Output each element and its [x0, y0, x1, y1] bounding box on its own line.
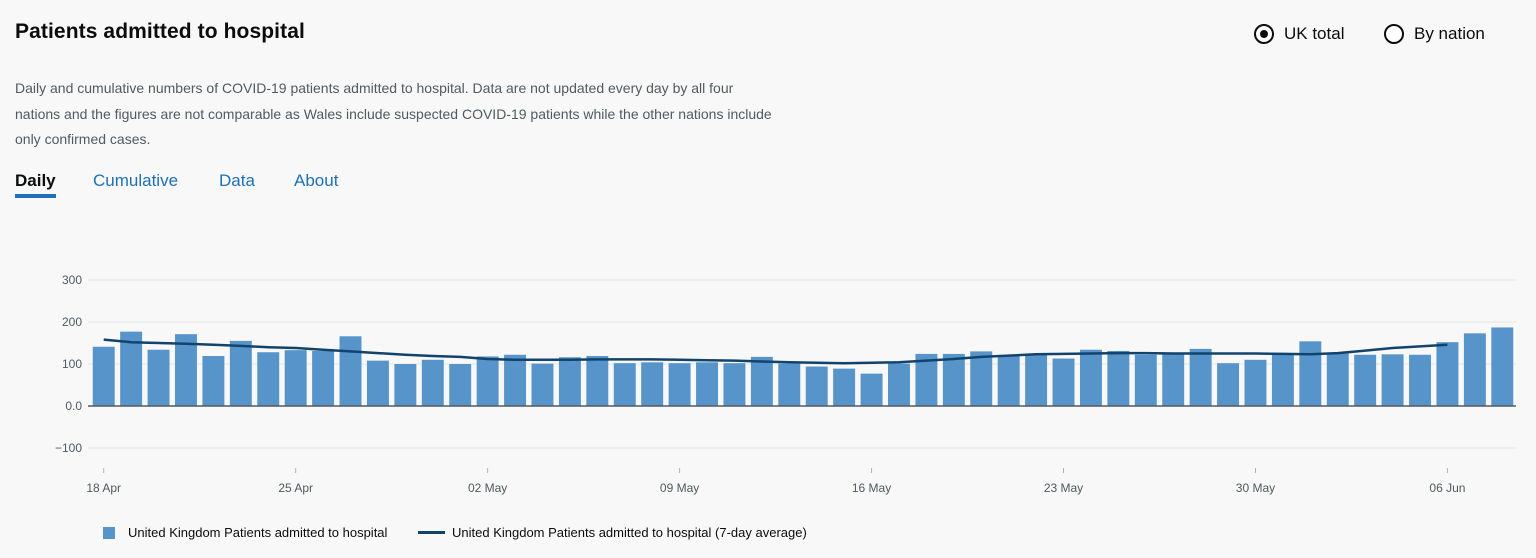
- bar: [1189, 348, 1212, 406]
- bar: [1217, 363, 1240, 406]
- bar: [312, 350, 335, 406]
- bar: [641, 362, 664, 406]
- page-title: Patients admitted to hospital: [15, 20, 305, 43]
- bar: [531, 363, 554, 406]
- bar: [1436, 342, 1459, 406]
- legend-label: United Kingdom Patients admitted to hosp…: [452, 525, 807, 540]
- bar: [92, 346, 115, 406]
- x-tick-label: 16 May: [852, 481, 891, 495]
- bar: [1079, 349, 1102, 406]
- x-tick-label: 25 Apr: [278, 481, 313, 495]
- bar: [229, 340, 252, 406]
- radio-uk-total[interactable]: UK total: [1254, 22, 1344, 46]
- bar: [339, 336, 362, 406]
- bar: [1299, 341, 1322, 406]
- bar: [1134, 354, 1157, 406]
- bar: [1107, 350, 1130, 406]
- y-tick-label: 300: [62, 273, 82, 287]
- x-tick-label: 06 Jun: [1429, 481, 1465, 495]
- bar: [750, 356, 773, 406]
- bar: [1381, 354, 1404, 406]
- bar: [147, 349, 170, 406]
- legend-item-line: United Kingdom Patients admitted to hosp…: [418, 525, 807, 540]
- bar: [805, 366, 828, 406]
- radio-label: By nation: [1414, 24, 1485, 43]
- bar: [1244, 359, 1267, 406]
- daily-admissions-chart: 300 200 100 0.0 −100 18 Apr 25 Apr 02 May 09 May…: [55, 273, 1516, 495]
- bar: [915, 353, 938, 406]
- x-tick-label: 09 May: [660, 481, 699, 495]
- bar: [997, 356, 1020, 406]
- bar: [449, 364, 472, 406]
- radio-by-nation[interactable]: By nation: [1384, 22, 1485, 46]
- bar: [1025, 354, 1048, 406]
- bar: [723, 363, 746, 406]
- bar: [366, 360, 389, 406]
- legend-line-swatch: [418, 531, 445, 534]
- y-tick-label: 0.0: [65, 399, 82, 413]
- bar: [120, 331, 143, 406]
- bar: [1409, 354, 1431, 406]
- x-tick-label: 02 May: [468, 481, 507, 495]
- bar: [888, 363, 910, 406]
- radio-selected-icon: [1254, 24, 1274, 44]
- y-tick-label: 100: [62, 357, 82, 371]
- bar: [421, 359, 444, 406]
- bar: [1491, 327, 1514, 406]
- bar: [1463, 333, 1486, 406]
- average-line: [103, 338, 1448, 365]
- bar: [778, 363, 801, 406]
- x-tick-label: 18 Apr: [86, 481, 121, 495]
- bar: [1052, 358, 1075, 406]
- bar: [1354, 354, 1377, 406]
- chart-description: Daily and cumulative numbers of COVID-19…: [15, 80, 772, 147]
- radio-label: UK total: [1284, 24, 1345, 43]
- tab-data[interactable]: Data: [219, 171, 255, 190]
- x-tick-label: 23 May: [1044, 481, 1083, 495]
- bar: [202, 356, 225, 406]
- radio-unselected-icon: [1384, 24, 1404, 44]
- bar: [833, 368, 856, 406]
- bar: [394, 364, 417, 406]
- y-tick-label: 200: [62, 315, 82, 329]
- legend-label: United Kingdom Patients admitted to hosp…: [128, 525, 388, 540]
- bar: [1271, 354, 1294, 406]
- bar: [668, 363, 691, 406]
- bar: [476, 356, 499, 406]
- bar: [558, 357, 581, 406]
- bar: [942, 353, 965, 406]
- bar: [970, 351, 993, 406]
- bar: [696, 362, 718, 406]
- bar: [175, 334, 197, 406]
- bar: [284, 350, 307, 406]
- bar: [1162, 354, 1185, 406]
- bar: [504, 354, 527, 406]
- legend-bar-swatch: [103, 526, 115, 539]
- bar: [1326, 353, 1349, 406]
- bar: [860, 373, 883, 406]
- tab-about[interactable]: About: [294, 171, 339, 190]
- tab-daily[interactable]: Daily: [15, 171, 56, 198]
- bar: [257, 352, 280, 406]
- bar: [613, 363, 636, 406]
- x-tick-label: 30 May: [1236, 481, 1275, 495]
- tab-cumulative[interactable]: Cumulative: [93, 171, 179, 190]
- y-tick-label: −100: [55, 441, 82, 455]
- legend-item-bars: United Kingdom Patients admitted to hosp…: [103, 525, 387, 540]
- bar: [586, 356, 609, 406]
